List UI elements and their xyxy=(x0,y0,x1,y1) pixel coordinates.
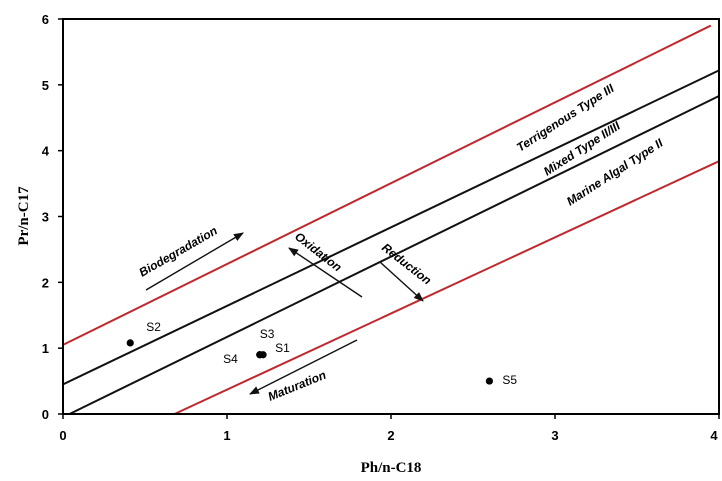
biodegradation-arrow xyxy=(145,232,244,291)
y-tick-label: 3 xyxy=(42,210,49,225)
point-s5 xyxy=(485,377,493,385)
point-label-s1: S1 xyxy=(275,341,290,355)
y-tick-label: 5 xyxy=(42,78,49,93)
x-tick-label: 3 xyxy=(551,428,558,443)
point-label-s2: S2 xyxy=(146,320,161,334)
point-label-s4: S4 xyxy=(223,352,238,366)
y-tick-label: 2 xyxy=(42,275,49,290)
plot-frame xyxy=(62,18,720,415)
x-axis-title: Ph/n-C18 xyxy=(361,460,422,476)
point-label-s3: S3 xyxy=(260,327,275,341)
x-tick-label: 2 xyxy=(387,428,394,443)
point-s2 xyxy=(126,339,134,347)
oxidation-arrow xyxy=(288,247,363,298)
region-labels: Terrigenous Type III Mixed Type II/III M… xyxy=(514,81,666,209)
x-tick-label: 4 xyxy=(710,428,718,443)
maturation-arrow xyxy=(249,339,358,395)
y-tick-label: 4 xyxy=(42,144,50,159)
y-tick-label: 6 xyxy=(42,12,49,27)
reduction-label: Reduction xyxy=(379,240,434,287)
data-points: S1 S2 S3 S4 S5 xyxy=(126,320,517,387)
y-tick-label: 0 xyxy=(42,407,49,422)
classification-line-3 xyxy=(69,95,720,415)
classification-line-4 xyxy=(174,160,720,415)
point-s4 xyxy=(256,351,264,359)
classification-line-2 xyxy=(62,69,720,386)
classification-line-1 xyxy=(62,24,712,346)
point-label-s5: S5 xyxy=(502,373,517,387)
y-tick-label: 1 xyxy=(42,341,49,356)
maturation-label: Maturation xyxy=(266,368,328,404)
y-axis-title: Pr/n-C17 xyxy=(16,186,32,246)
x-tick-label: 1 xyxy=(223,428,230,443)
classification-lines xyxy=(62,24,720,415)
axis-ticks: 0 1 2 3 4 0 1 2 3 4 5 6 xyxy=(42,12,720,443)
reduction-arrow xyxy=(379,261,424,302)
x-tick-label: 0 xyxy=(59,428,66,443)
